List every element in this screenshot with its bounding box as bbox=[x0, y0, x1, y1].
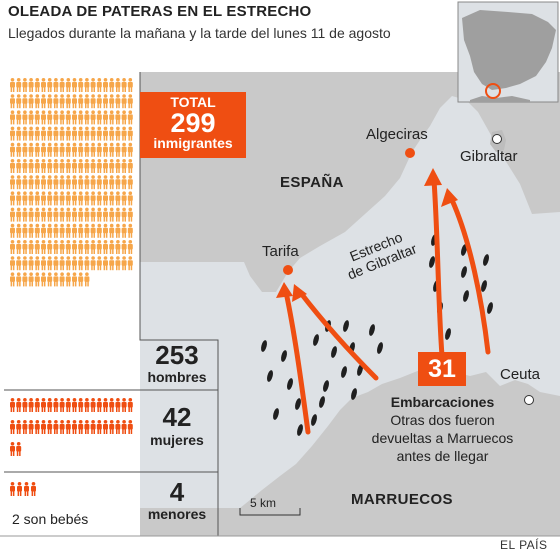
boat-mark bbox=[483, 254, 489, 266]
women-count: 42 bbox=[162, 402, 192, 432]
total-label: TOTAL bbox=[170, 94, 216, 110]
label-marruecos: MARRUECOS bbox=[351, 491, 453, 508]
page-subtitle: Llegados durante la mañana y la tarde de… bbox=[8, 25, 391, 41]
total-unit: inmigrantes bbox=[153, 135, 233, 151]
boat-mark bbox=[487, 302, 493, 314]
gibraltar-dot bbox=[492, 134, 502, 144]
total-value: 299 bbox=[170, 108, 216, 138]
figures-panel bbox=[0, 72, 140, 536]
boat-mark bbox=[319, 396, 325, 408]
label-espana: ESPAÑA bbox=[280, 174, 344, 191]
boats-caption-title: Embarcaciones bbox=[390, 394, 495, 410]
boat-mark bbox=[331, 346, 337, 358]
boats-count-badge: 31 bbox=[418, 352, 466, 386]
label-tarifa: Tarifa bbox=[262, 243, 299, 260]
boat-mark bbox=[267, 370, 273, 382]
locator-map bbox=[457, 1, 559, 103]
boat-mark bbox=[295, 398, 301, 410]
boat-mark bbox=[311, 414, 317, 426]
scale-bar bbox=[239, 508, 301, 516]
ceuta-dot bbox=[524, 395, 534, 405]
boat-mark bbox=[261, 340, 267, 352]
tarifa-dot bbox=[283, 265, 293, 275]
source-credit: EL PAÍS bbox=[500, 538, 548, 552]
locator-ring bbox=[485, 83, 501, 99]
men-count: 253 bbox=[155, 340, 199, 370]
label-algeciras: Algeciras bbox=[366, 126, 428, 143]
boat-mark bbox=[445, 328, 451, 340]
minors-count: 4 bbox=[169, 477, 185, 507]
boat-mark bbox=[369, 324, 375, 336]
boat-mark bbox=[281, 350, 287, 362]
algeciras-dot bbox=[405, 148, 415, 158]
minors-label: menores bbox=[147, 506, 207, 522]
boat-mark bbox=[481, 280, 487, 292]
boat-mark bbox=[343, 320, 349, 332]
boat-mark bbox=[273, 408, 279, 420]
page-title: OLEADA DE PATERAS EN EL ESTRECHO bbox=[8, 3, 312, 20]
boat-mark bbox=[287, 378, 293, 390]
scale-label: 5 km bbox=[250, 496, 277, 510]
arrow-heads bbox=[276, 168, 458, 302]
boat-mark bbox=[313, 334, 319, 346]
babies-note: 2 son bebés bbox=[12, 511, 89, 527]
morocco-land bbox=[140, 364, 560, 536]
boats-caption: Embarcaciones Otras dos fueron devueltas… bbox=[370, 393, 515, 465]
boat-mark bbox=[323, 380, 329, 392]
boat-mark bbox=[461, 244, 467, 256]
women-label: mujeres bbox=[150, 432, 204, 448]
route-arrows bbox=[283, 177, 491, 435]
boat-mark bbox=[341, 366, 347, 378]
total-badge: TOTAL 299 inmigrantes bbox=[140, 92, 246, 158]
boat-mark bbox=[351, 388, 357, 400]
boat-mark bbox=[461, 266, 467, 278]
label-ceuta: Ceuta bbox=[500, 366, 541, 383]
label-gibraltar: Gibraltar bbox=[460, 148, 518, 165]
boat-mark bbox=[357, 364, 363, 376]
boat-mark bbox=[297, 424, 303, 436]
men-label: hombres bbox=[147, 369, 207, 385]
boats-caption-note: Otras dos fueron devueltas a Marruecos a… bbox=[371, 412, 514, 464]
boat-mark bbox=[377, 342, 383, 354]
boat-mark bbox=[463, 290, 469, 302]
boat-mark bbox=[429, 256, 435, 268]
